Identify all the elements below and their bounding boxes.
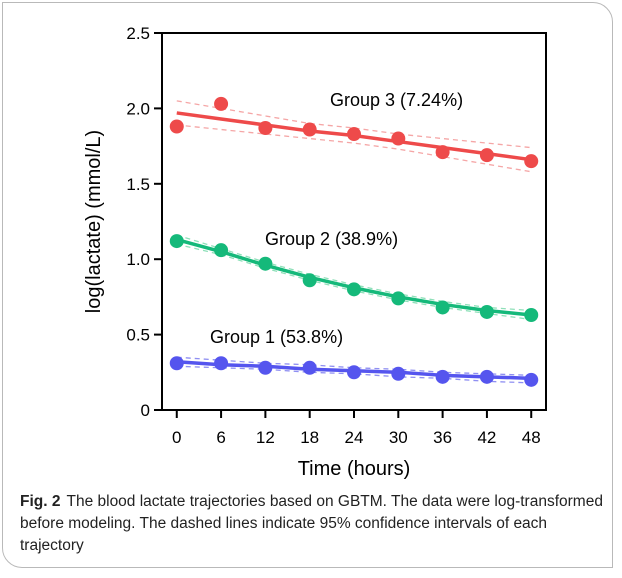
x-tick-label: 18 — [300, 428, 319, 447]
data-point — [524, 154, 539, 169]
figure-caption: Fig. 2 The blood lactate trajectories bas… — [20, 491, 605, 557]
series-group-3 — [169, 96, 539, 173]
series-group-2 — [169, 234, 539, 322]
data-point — [435, 145, 450, 160]
series-label: Group 1 (53.8%) — [210, 327, 343, 347]
data-point — [258, 256, 273, 271]
y-tick-label: 2.5 — [126, 24, 150, 43]
y-tick-label: 0 — [141, 401, 150, 420]
data-point — [479, 304, 494, 319]
x-tick-label: 30 — [389, 428, 408, 447]
ci-upper-line — [176, 100, 532, 149]
ci-lower-line — [176, 124, 532, 173]
data-point — [347, 127, 361, 142]
data-point — [435, 369, 450, 384]
data-point — [214, 243, 229, 258]
y-tick-label: 1.5 — [126, 175, 150, 194]
data-point — [347, 365, 361, 380]
x-tick-label: 36 — [433, 428, 452, 447]
data-point — [391, 366, 406, 381]
series-label: Group 2 (38.9%) — [265, 229, 398, 249]
data-point — [302, 122, 317, 137]
lactate-trajectory-chart: 0 0.5 1.0 1.5 2.0 2.5 0 6 12 18 24 30 36 42 48 Time (ho… — [83, 24, 547, 480]
data-point — [258, 121, 273, 136]
data-point — [214, 96, 229, 111]
data-point — [524, 307, 539, 322]
x-tick-label: 48 — [522, 428, 541, 447]
x-tick-label: 24 — [345, 428, 364, 447]
data-point — [258, 360, 273, 375]
data-point — [302, 273, 317, 288]
data-point — [391, 291, 406, 306]
y-tick-label: 0.5 — [126, 326, 150, 345]
data-point — [169, 119, 184, 134]
data-point — [214, 356, 229, 371]
x-tick-label: 42 — [477, 428, 496, 447]
y-tick-label: 1.0 — [126, 250, 150, 269]
x-tick-label: 0 — [172, 428, 181, 447]
data-point — [391, 131, 406, 146]
y-axis-label: log(lactate) (mmol/L) — [83, 130, 105, 313]
data-point — [479, 148, 494, 163]
data-point — [302, 360, 317, 375]
y-tick-label: 2.0 — [126, 99, 150, 118]
figure-label: Fig. 2 — [20, 493, 61, 510]
series-label: Group 3 (7.24%) — [330, 90, 463, 110]
data-point — [435, 300, 450, 315]
x-tick-label: 6 — [216, 428, 225, 447]
series-group-1 — [169, 356, 539, 387]
data-point — [347, 282, 361, 297]
x-tick-label: 12 — [256, 428, 275, 447]
data-point — [479, 369, 494, 384]
data-point — [169, 234, 184, 249]
x-axis-label: Time (hours) — [298, 458, 411, 480]
data-point — [169, 356, 184, 371]
data-point — [524, 372, 539, 387]
caption-text: The blood lactate trajectories based on … — [20, 493, 603, 554]
